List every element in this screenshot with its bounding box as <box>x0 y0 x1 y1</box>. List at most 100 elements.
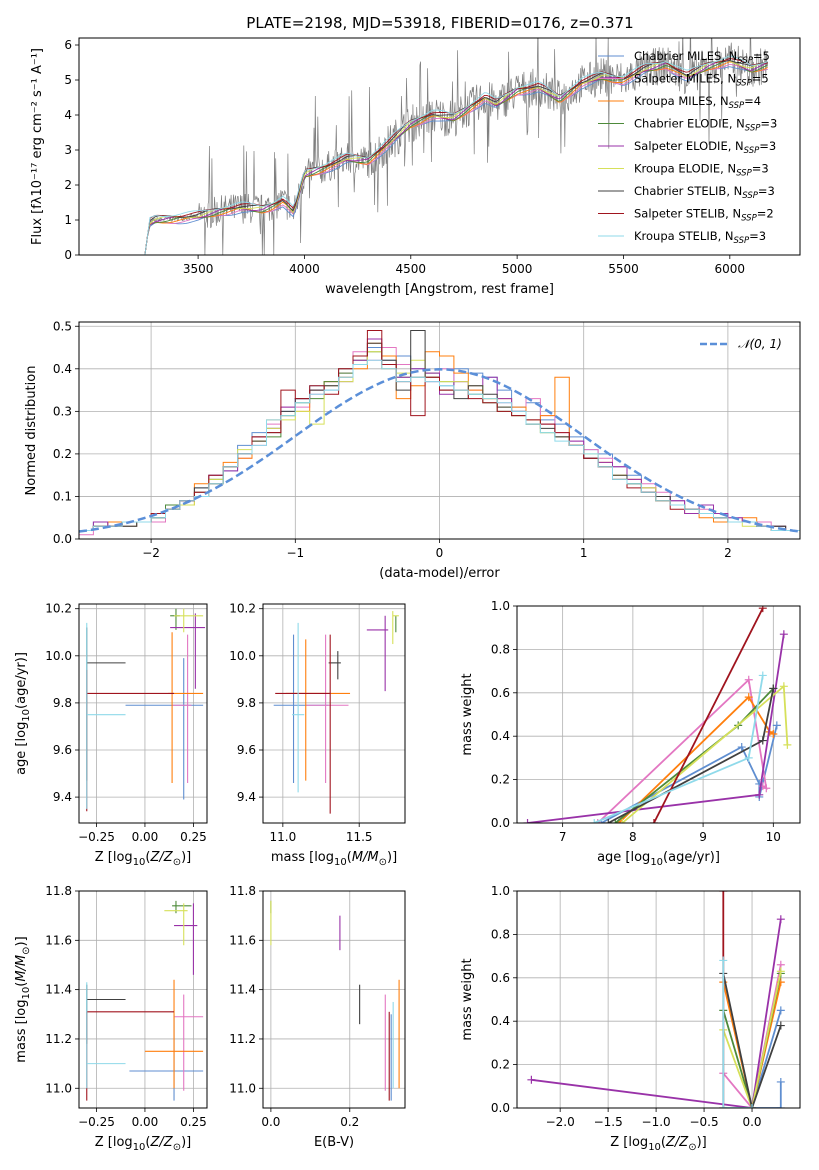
axes-frame <box>516 605 801 824</box>
plus-marker <box>776 1104 785 1108</box>
errorbar-point <box>86 669 175 812</box>
x-tick-label: 2 <box>724 546 732 560</box>
x-tick-label: −2.0 <box>546 1115 575 1129</box>
y-tick-label: 0.4 <box>53 362 72 376</box>
y-tick-label: 0.1 <box>53 489 72 503</box>
plot-area <box>86 900 204 1101</box>
x-tick-label: 0.25 <box>180 830 207 844</box>
plus-marker <box>523 819 532 823</box>
legend-subscript: SSP <box>734 236 750 246</box>
y-tick-label: 10.0 <box>229 649 256 663</box>
plot-area <box>270 900 400 1101</box>
plus-marker <box>779 630 788 639</box>
y-axis-label: Flux [fλ10⁻¹⁷ erg cm⁻² s⁻¹ A⁻¹] <box>30 48 45 245</box>
errorbar-point <box>174 903 198 975</box>
model-line-1 <box>144 63 768 255</box>
model-line-6 <box>144 60 768 255</box>
y-tick-label: 11.4 <box>45 983 72 997</box>
plus-marker <box>744 675 753 684</box>
errorbar-point <box>392 611 399 645</box>
y-tick-label: 0.2 <box>491 1058 510 1072</box>
y-tick-label: 0.8 <box>491 642 510 656</box>
panel-massweight_vs_Z: −2.0 −1.5 −1.0 −0.5 0.0 0.0 0.2 0.4 0.6 0.8 1.0 Z [… <box>460 884 801 1153</box>
plus-marker <box>758 606 767 613</box>
y-tick-label: 0.3 <box>53 404 72 418</box>
errorbar-point <box>125 658 204 800</box>
weight-line-4 <box>531 919 782 1108</box>
x-tick-label: 6000 <box>715 262 746 276</box>
y-tick-label: 11.8 <box>45 884 72 898</box>
x-axis-label: age [log10​(age/yr)] <box>597 850 720 868</box>
legend-subscript: SSP <box>744 146 760 156</box>
weight-line-8 <box>722 960 752 1108</box>
x-tick-label: 4000 <box>289 262 320 276</box>
x-tick-label: 8 <box>629 830 637 844</box>
x-tick-label: 4500 <box>396 262 427 276</box>
y-tick-label: 11.6 <box>45 933 72 947</box>
legend-suffix: =5 <box>752 72 769 86</box>
y-tick-label: 3 <box>64 143 72 157</box>
plot-area <box>523 606 792 823</box>
errorbar-point <box>129 1014 204 1101</box>
errorbar-point <box>174 608 204 633</box>
legend-label: Kroupa MILES, N <box>634 94 729 108</box>
legend-label: Salpeter STELIB, N <box>634 207 741 221</box>
panel-age_vs_mass: 11.0 11.5 9.4 9.6 9.8 10.0 10.2 mass [log10​(M/… <box>229 602 406 868</box>
y-axis-label: Normed distribution <box>24 366 39 496</box>
figure-title: PLATE=2198, MJD=53918, FIBERID=0176, z=0… <box>246 14 633 32</box>
legend-subscript: SSP <box>736 169 752 179</box>
y-tick-label: 0.6 <box>491 686 510 700</box>
y-tick-label: 11.8 <box>229 884 256 898</box>
plus-marker <box>719 956 728 965</box>
legend-label: Salpeter ELODIE, N <box>634 139 744 153</box>
y-tick-label: 11.0 <box>45 1081 72 1095</box>
errorbar-point <box>86 622 126 809</box>
axes-frame <box>262 890 406 1109</box>
legend-suffix: =5 <box>753 49 770 63</box>
errorbar-point <box>164 903 188 946</box>
legend-label: Salpeter MILES, N <box>634 72 736 86</box>
plus-marker <box>776 915 785 924</box>
y-tick-label: 0.0 <box>491 816 510 830</box>
plus-marker <box>776 967 785 976</box>
x-tick-label: 5500 <box>608 262 639 276</box>
y-tick-label: 1 <box>64 213 72 227</box>
y-tick-label: 9.8 <box>237 696 256 710</box>
x-tick-label: 0.0 <box>742 1115 761 1129</box>
plus-marker <box>737 743 746 752</box>
x-tick-label: 3500 <box>183 262 214 276</box>
legend-label: Kroupa STELIB, N <box>634 229 734 243</box>
plus-marker <box>618 819 627 823</box>
model-line-7 <box>144 58 768 255</box>
legend-suffix: =3 <box>752 162 769 176</box>
axes-frame <box>78 890 208 1109</box>
model-line-8 <box>144 55 768 255</box>
plot-area <box>144 38 769 255</box>
legend-entry: Salpeter STELIB, NSSP=2 <box>634 207 774 224</box>
plus-marker <box>772 721 781 730</box>
x-tick-label: −1.0 <box>642 1115 671 1129</box>
y-tick-label: 0.6 <box>491 971 510 985</box>
plus-marker <box>527 1075 536 1084</box>
y-tick-label: 4 <box>64 108 72 122</box>
y-tick-label: 11.2 <box>45 1032 72 1046</box>
x-tick-label: 10 <box>766 830 781 844</box>
plot-area <box>86 608 206 812</box>
plus-marker <box>783 740 792 749</box>
model-line-3 <box>144 59 768 255</box>
y-tick-label: 0.0 <box>491 1101 510 1115</box>
y-tick-label: 5 <box>64 73 72 87</box>
legend-label: Chabrier ELODIE, N <box>634 117 745 131</box>
plus-marker <box>604 819 613 823</box>
model-line-2 <box>144 61 768 255</box>
y-tick-label: 9.6 <box>237 743 256 757</box>
legend-subscript: SSP <box>742 191 758 201</box>
x-tick-label: −1.5 <box>594 1115 623 1129</box>
legend-entry: 𝒩(0, 1) <box>738 337 782 351</box>
legend-subscript: SSP <box>737 56 753 66</box>
legend-entry: Chabrier ELODIE, NSSP=3 <box>634 117 777 134</box>
panel-massweight_vs_age: 7 8 9 10 0.0 0.2 0.4 0.6 0.8 1.0 age [log10​(age/y… <box>460 599 801 868</box>
x-tick-label: 11.5 <box>346 830 373 844</box>
y-tick-label: 0.5 <box>53 319 72 333</box>
x-tick-label: −0.25 <box>78 1115 115 1129</box>
